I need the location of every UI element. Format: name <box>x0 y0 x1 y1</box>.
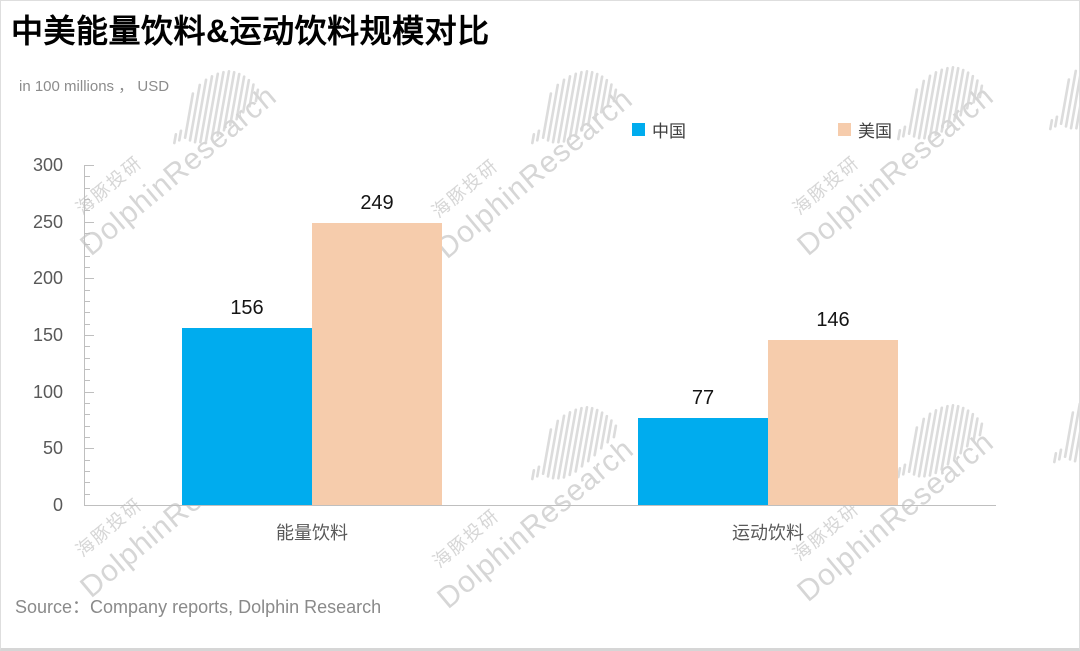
y-tick-label: 200 <box>32 268 63 289</box>
y-tick <box>85 301 90 302</box>
watermark: 海豚投研 DolphinResearch <box>428 57 772 307</box>
y-tick <box>85 346 90 348</box>
value-label: 156 <box>230 297 264 320</box>
watermark-cn: 海豚投研 <box>789 497 864 565</box>
y-axis-line <box>84 165 85 505</box>
watermark-text: 海豚投研 DolphinResearch <box>413 411 641 616</box>
chart-subtitle: in 100 millions ， USD <box>19 78 170 95</box>
legend-label-us: 美国 <box>858 122 892 141</box>
watermark-en: DolphinResearch <box>74 79 284 263</box>
y-tick <box>85 335 94 336</box>
y-tick <box>85 165 94 166</box>
value-label: 77 <box>691 386 715 409</box>
category-label: 运动饮料 <box>732 523 804 543</box>
dolphin-stripes-icon <box>1053 381 1079 479</box>
y-tick <box>85 448 94 450</box>
y-tick <box>85 244 90 246</box>
y-tick <box>85 403 90 404</box>
legend-swatch-us <box>838 123 851 136</box>
y-tick <box>85 391 94 393</box>
watermark: 海豚投研 DolphinResearch <box>789 53 1079 303</box>
dolphin-stripes-icon <box>531 398 619 496</box>
y-tick <box>85 459 90 461</box>
y-tick <box>85 369 90 370</box>
dolphin-stripes-icon <box>173 62 261 160</box>
legend-swatch-china <box>632 123 645 136</box>
watermark-en: DolphinResearch <box>431 432 641 616</box>
y-tick <box>85 221 94 223</box>
dolphin-stripes-icon <box>897 58 985 156</box>
dolphin-stripes-icon <box>531 62 619 160</box>
watermark-en: DolphinResearch <box>791 79 1001 263</box>
y-tick-label: 100 <box>32 381 63 402</box>
category-label: 能量饮料 <box>276 523 348 543</box>
x-axis-line <box>84 505 996 506</box>
legend-label-china: 中国 <box>652 122 686 141</box>
y-tick <box>85 289 90 291</box>
y-tick-label: 0 <box>52 495 63 515</box>
watermark-en: DolphinResearch <box>791 425 1001 609</box>
watermark: 海豚投研 DolphinResearch <box>789 391 1079 641</box>
watermark-en: DolphinResearch <box>74 421 284 605</box>
watermark-cn: 海豚投研 <box>429 504 504 572</box>
y-tick <box>85 414 90 416</box>
value-label: 146 <box>816 308 850 331</box>
watermark-text: 海豚投研 DolphinResearch <box>773 404 1001 609</box>
watermark-text: 海豚投研 DolphinResearch <box>56 400 284 605</box>
y-tick <box>85 425 90 427</box>
page-title: 中美能量饮料&运动饮料规模对比 <box>11 13 490 49</box>
y-tick <box>85 267 90 268</box>
y-tick <box>85 312 90 314</box>
watermark-text: 海豚投研 DolphinResearch <box>773 58 1001 263</box>
y-tick <box>85 323 90 325</box>
value-label: 249 <box>360 191 394 214</box>
dolphin-stripes-icon <box>1049 48 1079 146</box>
watermark-cn: 海豚投研 <box>72 493 147 561</box>
legend-item-china: 中国 <box>632 117 686 142</box>
y-tick <box>85 187 90 189</box>
dolphin-stripes-icon <box>191 406 279 504</box>
y-tick <box>85 199 90 200</box>
y-tick <box>85 233 90 234</box>
source-note: Source：Company reports, Dolphin Research <box>15 597 382 617</box>
watermark-text: 海豚投研 DolphinResearch <box>412 61 640 266</box>
y-tick <box>85 357 90 359</box>
watermark-en: DolphinResearch <box>430 82 640 266</box>
y-tick <box>85 437 90 438</box>
y-tick <box>85 482 90 484</box>
y-tick <box>85 380 90 382</box>
y-tick <box>85 255 90 257</box>
y-tick-label: 250 <box>32 211 63 232</box>
legend-item-us: 美国 <box>838 117 892 142</box>
y-tick <box>85 505 94 506</box>
watermark: 海豚投研 DolphinResearch <box>429 393 773 643</box>
y-tick-label: 300 <box>32 155 63 175</box>
watermark-cn: 海豚投研 <box>428 154 503 222</box>
bar-series0-cat0 <box>182 328 312 505</box>
dolphin-stripes-icon <box>897 396 985 494</box>
y-tick <box>85 493 90 495</box>
y-tick <box>85 278 94 280</box>
y-tick-label: 50 <box>42 438 63 459</box>
bar-series1-cat1 <box>768 339 898 505</box>
y-tick <box>85 210 90 212</box>
y-tick <box>85 176 90 178</box>
bar-series1-cat0 <box>312 222 442 505</box>
bar-series0-cat1 <box>638 417 768 505</box>
y-tick <box>85 471 90 472</box>
y-tick-label: 150 <box>32 325 63 345</box>
